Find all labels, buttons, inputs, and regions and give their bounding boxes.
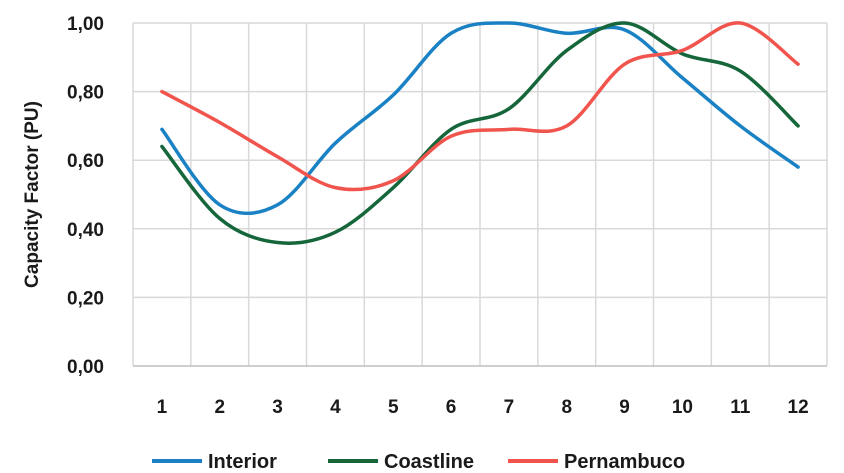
x-axis-ticks: 1 2 3 4 5 6 7 8 9 10 11 12 <box>157 397 809 418</box>
x-tick-label: 12 <box>788 397 809 418</box>
series-lines <box>160 21 800 245</box>
y-tick-label: 0,00 <box>67 357 104 378</box>
x-tick-label: 7 <box>504 397 515 418</box>
grid-lines <box>132 22 828 366</box>
y-tick-label: 1,00 <box>67 14 104 35</box>
x-tick-label: 6 <box>446 397 457 418</box>
x-tick-label: 8 <box>561 397 572 418</box>
y-axis-ticks: 0,00 0,20 0,40 0,60 0,80 1,00 <box>67 14 104 378</box>
legend-label: Interior <box>208 451 277 473</box>
y-tick-label: 0,60 <box>67 151 104 172</box>
series-line-interior <box>160 21 800 216</box>
legend-label: Pernambuco <box>564 451 685 473</box>
x-tick-label: 5 <box>388 397 399 418</box>
y-tick-label: 0,40 <box>67 220 104 241</box>
x-tick-label: 10 <box>672 397 693 418</box>
x-tick-label: 1 <box>157 397 168 418</box>
series-line-pernambuco <box>160 21 800 192</box>
series-line-coastline <box>160 21 800 245</box>
legend: Interior Coastline Pernambuco <box>152 451 685 473</box>
y-axis-title: Capacity Factor (PU) <box>22 101 43 288</box>
x-tick-label: 4 <box>330 397 341 418</box>
x-tick-label: 2 <box>214 397 225 418</box>
x-tick-label: 3 <box>272 397 283 418</box>
x-tick-label: 11 <box>730 397 751 418</box>
y-tick-label: 0,20 <box>67 288 104 309</box>
x-tick-label: 9 <box>619 397 630 418</box>
legend-label: Coastline <box>384 451 474 473</box>
y-tick-label: 0,80 <box>67 83 104 104</box>
